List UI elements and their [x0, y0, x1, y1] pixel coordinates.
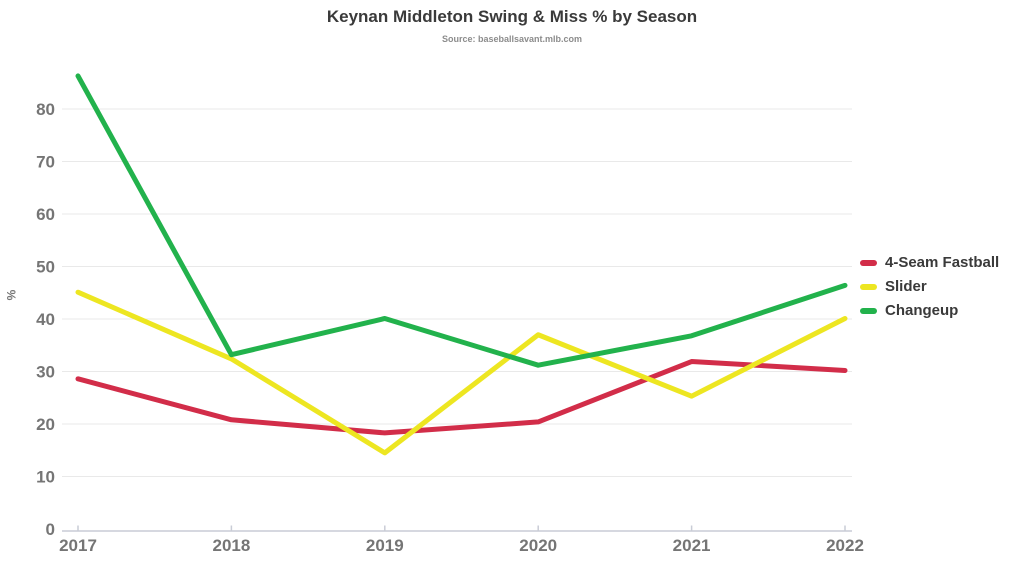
y-tick-label: 10: [36, 468, 55, 487]
y-tick-label: 0: [46, 520, 55, 539]
chart-title: Keynan Middleton Swing & Miss % by Seaso…: [326, 7, 698, 26]
series-line-4-seam-fastball: [75, 359, 848, 436]
y-tick-label: 30: [36, 363, 55, 382]
legend-swatch-changeup: [860, 307, 877, 314]
legend: 4-Seam Fastball Slider Changeup: [860, 253, 999, 320]
legend-item-slider: Slider: [860, 277, 999, 296]
y-tick-label: 20: [36, 415, 55, 434]
legend-item-4-seam-fastball: 4-Seam Fastball: [860, 253, 999, 272]
x-tick-label: 2017: [59, 536, 97, 555]
y-tick-label: 80: [36, 100, 55, 119]
x-tick-label: 2018: [212, 536, 250, 555]
x-tick-label: 2019: [366, 536, 404, 555]
y-tick-label: 40: [36, 310, 55, 329]
legend-swatch-slider: [860, 283, 877, 290]
y-tick-label: 70: [36, 153, 55, 172]
y-tick-label: 60: [36, 205, 55, 224]
legend-label: Changeup: [885, 302, 959, 319]
x-tick-label: 2022: [826, 536, 864, 555]
series-line-slider: [75, 289, 848, 456]
y-tick-label: 50: [36, 258, 55, 277]
x-tick-label: 2021: [673, 536, 711, 555]
legend-swatch-4-seam-fastball: [860, 259, 877, 266]
x-tick-label: 2020: [519, 536, 557, 555]
series-line-changeup: [75, 73, 848, 368]
legend-label: 4-Seam Fastball: [885, 254, 1000, 271]
legend-label: Slider: [885, 278, 927, 295]
chart-subtitle: Source: baseballsavant.mlb.com: [441, 34, 583, 44]
y-axis-label: %: [4, 289, 19, 301]
legend-item-changeup: Changeup: [860, 301, 999, 320]
